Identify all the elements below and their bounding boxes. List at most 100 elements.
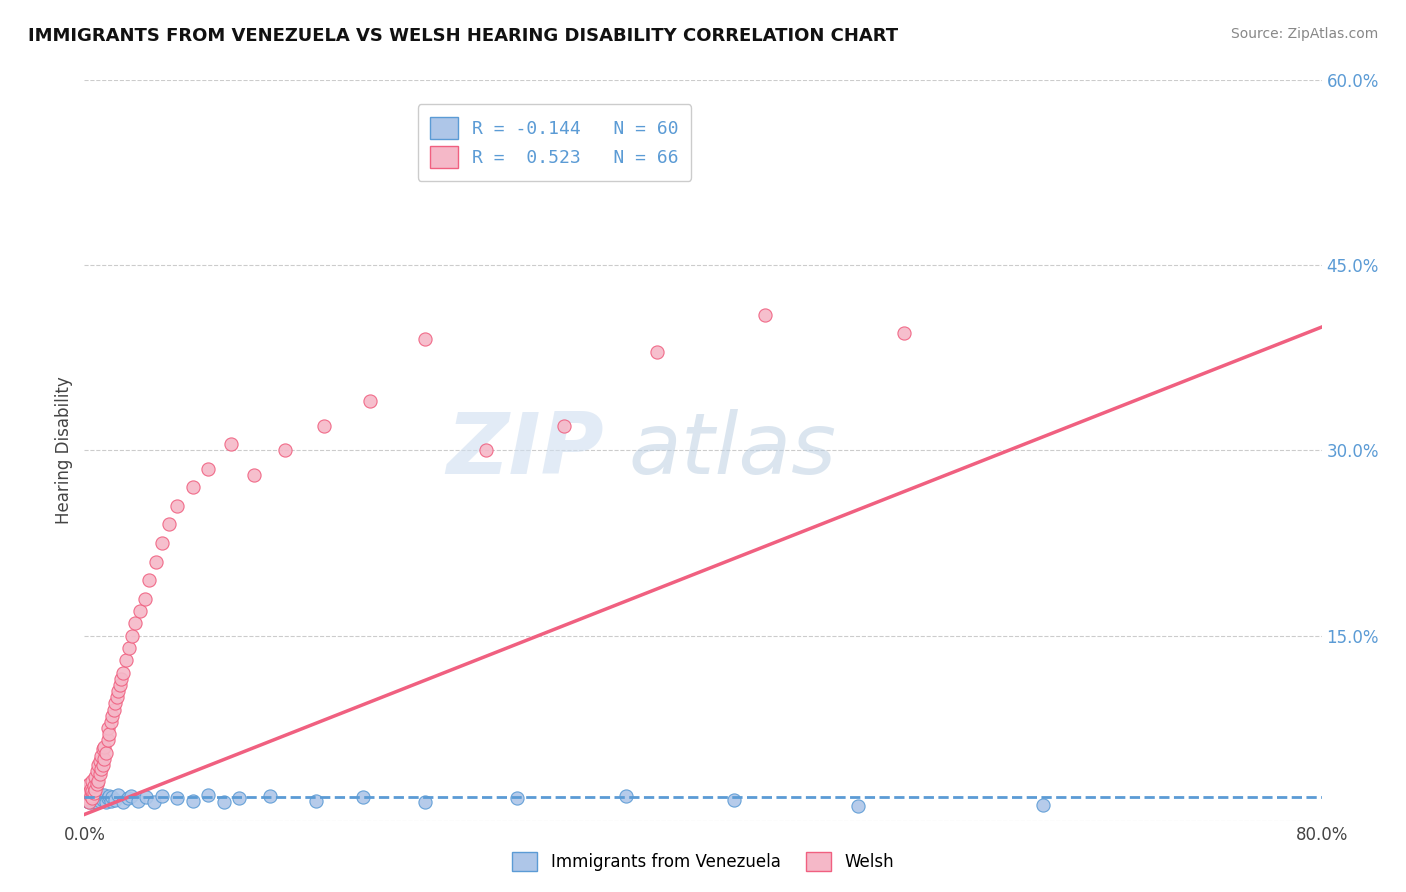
Point bbox=[104, 697, 127, 711]
Text: Source: ZipAtlas.com: Source: ZipAtlas.com bbox=[1230, 27, 1378, 41]
Point bbox=[76, 790, 98, 805]
Point bbox=[77, 789, 100, 803]
Point bbox=[79, 794, 101, 808]
Text: ZIP: ZIP bbox=[446, 409, 605, 492]
Point bbox=[150, 536, 173, 550]
Point bbox=[645, 344, 668, 359]
Point bbox=[84, 771, 107, 785]
Point bbox=[86, 789, 108, 803]
Point bbox=[274, 443, 297, 458]
Point bbox=[82, 791, 104, 805]
Point bbox=[76, 785, 98, 799]
Point bbox=[82, 795, 104, 809]
Legend: Immigrants from Venezuela, Welsh: Immigrants from Venezuela, Welsh bbox=[505, 843, 901, 880]
Point bbox=[166, 791, 188, 805]
Point bbox=[110, 672, 132, 686]
Point bbox=[101, 708, 124, 723]
Point bbox=[76, 787, 98, 801]
Point bbox=[96, 721, 118, 735]
Point bbox=[166, 499, 188, 513]
Point bbox=[76, 779, 98, 793]
Point bbox=[90, 762, 112, 776]
Point bbox=[91, 742, 114, 756]
Point bbox=[121, 628, 143, 642]
Point bbox=[84, 790, 107, 805]
Point bbox=[228, 791, 250, 805]
Point bbox=[104, 792, 127, 806]
Point bbox=[138, 573, 160, 587]
Point bbox=[124, 616, 146, 631]
Point bbox=[98, 727, 121, 741]
Point bbox=[86, 776, 108, 791]
Point bbox=[145, 555, 167, 569]
Point bbox=[212, 795, 235, 809]
Point bbox=[87, 758, 110, 772]
Point bbox=[82, 784, 104, 798]
Point bbox=[75, 789, 97, 803]
Text: IMMIGRANTS FROM VENEZUELA VS WELSH HEARING DISABILITY CORRELATION CHART: IMMIGRANTS FROM VENEZUELA VS WELSH HEARI… bbox=[28, 27, 898, 45]
Point bbox=[76, 788, 98, 802]
Point bbox=[82, 774, 104, 789]
Point bbox=[115, 653, 138, 667]
Point bbox=[76, 791, 98, 805]
Text: atlas: atlas bbox=[628, 409, 837, 492]
Point bbox=[305, 794, 328, 808]
Point bbox=[181, 794, 204, 808]
Point bbox=[150, 789, 173, 803]
Point bbox=[90, 749, 112, 764]
Point bbox=[94, 746, 117, 760]
Point bbox=[754, 308, 776, 322]
Legend: R = -0.144   N = 60, R =  0.523   N = 66: R = -0.144 N = 60, R = 0.523 N = 66 bbox=[418, 104, 692, 181]
Point bbox=[93, 739, 115, 754]
Point bbox=[181, 480, 204, 494]
Point bbox=[143, 795, 166, 809]
Point bbox=[77, 785, 100, 799]
Point bbox=[89, 755, 111, 769]
Point bbox=[79, 791, 101, 805]
Point bbox=[360, 394, 382, 409]
Point bbox=[100, 714, 122, 729]
Point bbox=[108, 678, 131, 692]
Point bbox=[118, 640, 141, 655]
Point bbox=[553, 418, 575, 433]
Y-axis label: Hearing Disability: Hearing Disability bbox=[55, 376, 73, 524]
Point bbox=[413, 332, 436, 346]
Point bbox=[89, 766, 111, 780]
Point bbox=[129, 604, 152, 618]
Point bbox=[83, 794, 105, 808]
Point bbox=[197, 462, 219, 476]
Point bbox=[93, 752, 115, 766]
Point bbox=[77, 787, 100, 801]
Point bbox=[89, 794, 111, 808]
Point bbox=[506, 791, 529, 805]
Point bbox=[75, 789, 97, 803]
Point bbox=[96, 791, 118, 805]
Point bbox=[117, 791, 139, 805]
Point bbox=[79, 788, 101, 802]
Point bbox=[87, 774, 110, 789]
Point bbox=[127, 794, 149, 808]
Point bbox=[614, 789, 637, 803]
Point bbox=[75, 782, 97, 797]
Point bbox=[413, 795, 436, 809]
Point bbox=[75, 787, 97, 801]
Point bbox=[1032, 797, 1054, 812]
Point bbox=[77, 776, 100, 791]
Point bbox=[112, 665, 135, 680]
Point bbox=[77, 795, 100, 809]
Point bbox=[77, 792, 100, 806]
Point bbox=[107, 788, 129, 802]
Point bbox=[846, 798, 869, 813]
Point bbox=[83, 779, 105, 793]
Point bbox=[89, 789, 111, 803]
Point bbox=[312, 418, 335, 433]
Point bbox=[96, 733, 118, 747]
Point bbox=[112, 795, 135, 809]
Point bbox=[87, 791, 110, 805]
Point bbox=[83, 787, 105, 801]
Point bbox=[105, 690, 128, 705]
Point bbox=[86, 764, 108, 779]
Point bbox=[219, 437, 242, 451]
Point bbox=[82, 789, 104, 803]
Point bbox=[475, 443, 498, 458]
